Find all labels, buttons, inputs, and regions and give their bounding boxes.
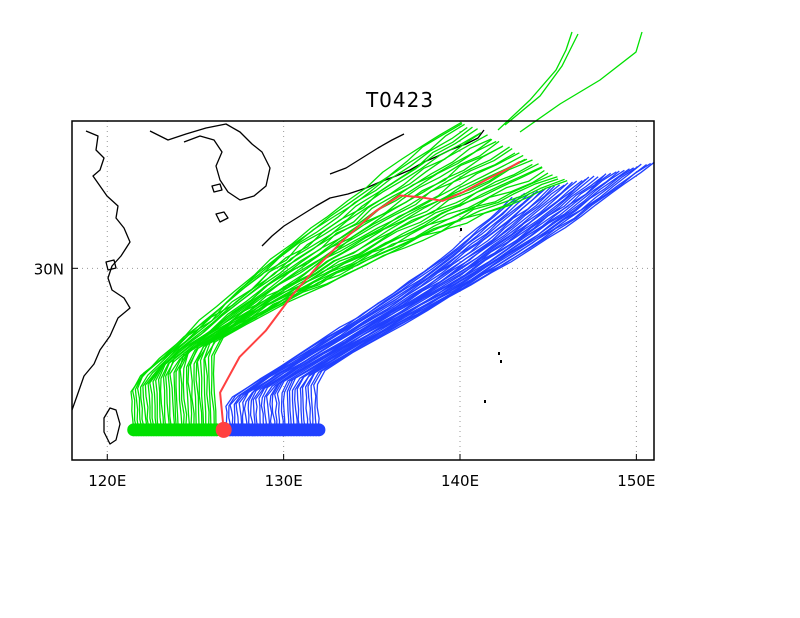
west-member-track <box>497 31 573 131</box>
map-frame <box>71 120 655 461</box>
west-member-track <box>519 31 643 133</box>
east-member-track <box>249 186 552 430</box>
east-member-track <box>274 176 590 430</box>
west-member-track <box>157 140 497 430</box>
west-member-track <box>196 169 545 430</box>
observed-start-marker <box>215 421 232 438</box>
west-member-track <box>131 123 463 430</box>
x-tick-label: 140E <box>441 472 479 490</box>
west-member-track <box>144 132 482 430</box>
east-member-track <box>258 184 565 430</box>
observed-track-line <box>219 160 521 430</box>
east-member-track <box>299 168 630 430</box>
east-member-track <box>241 190 539 430</box>
gridlines <box>72 121 654 460</box>
east-member-start <box>312 423 326 437</box>
west-member-track <box>155 138 493 430</box>
axis-ticks: 120E 130E 140E 150E 30N <box>34 260 656 490</box>
west-member-track <box>149 134 488 430</box>
west-member-track <box>212 179 568 430</box>
coastline <box>215 211 229 223</box>
east-member-track <box>301 167 635 430</box>
west-member-track <box>147 132 481 430</box>
west-member-track <box>189 163 539 430</box>
east-member-track <box>294 170 620 430</box>
east-member-track <box>228 196 518 430</box>
east-member-track <box>288 172 612 430</box>
west-member-tracks <box>127 31 643 437</box>
east-member-track <box>282 175 605 430</box>
observed-track <box>215 160 521 438</box>
west-member-track <box>159 140 500 430</box>
east-member-track <box>252 185 556 430</box>
coastline <box>329 133 405 175</box>
east-member-track <box>316 161 655 430</box>
east-member-track <box>265 180 578 430</box>
west-member-track <box>165 145 504 430</box>
west-member-track <box>203 174 553 430</box>
east-member-track <box>276 175 595 430</box>
coastline <box>105 259 117 271</box>
east-member-track <box>307 163 642 430</box>
x-tick-label: 130E <box>265 472 303 490</box>
coastline <box>211 183 223 193</box>
island <box>498 352 500 355</box>
west-member-track <box>504 33 579 126</box>
chart-title: T0423 <box>365 88 435 112</box>
island <box>484 400 486 403</box>
y-tick-label: 30N <box>34 260 64 278</box>
west-member-track <box>185 159 533 430</box>
island <box>500 360 502 363</box>
x-tick-label: 120E <box>88 472 126 490</box>
west-member-track <box>204 176 558 430</box>
x-tick-label: 150E <box>617 472 655 490</box>
west-member-track <box>175 152 520 430</box>
east-member-track <box>260 182 569 430</box>
east-member-track <box>235 192 531 430</box>
west-member-track <box>130 121 462 430</box>
west-member-track <box>134 123 465 430</box>
west-member-track <box>173 152 516 430</box>
island <box>460 228 462 231</box>
east-member-track <box>233 192 526 430</box>
west-member-track <box>162 146 503 430</box>
west-member-track <box>207 178 559 430</box>
west-member-track <box>169 148 513 430</box>
coastline <box>103 407 121 445</box>
west-member-track <box>187 163 533 430</box>
coastline <box>72 130 131 411</box>
coastline <box>149 123 271 201</box>
